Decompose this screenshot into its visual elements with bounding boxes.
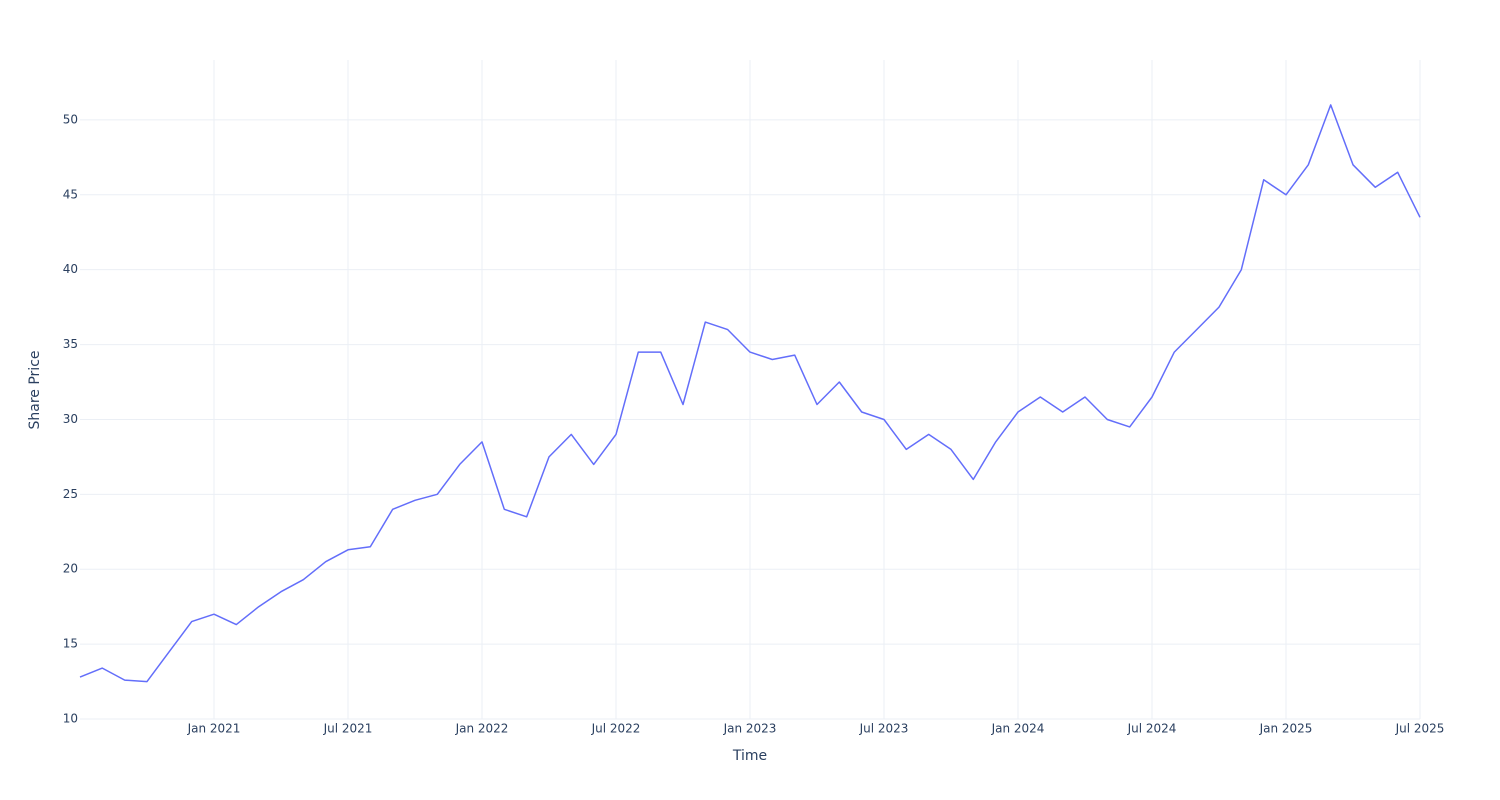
price-line bbox=[79, 104, 1421, 683]
x-tick-label: Jan 2024 bbox=[991, 722, 1045, 736]
y-tick-label: 50 bbox=[63, 112, 78, 126]
x-axis-label: Time bbox=[732, 748, 767, 764]
y-tick-label: 15 bbox=[63, 637, 78, 651]
x-tick-label: Jul 2022 bbox=[591, 722, 641, 736]
x-tick-label: Jan 2021 bbox=[187, 722, 241, 736]
x-tick-label: Jul 2023 bbox=[859, 722, 909, 736]
y-tick-label: 25 bbox=[63, 487, 78, 501]
x-tick-label: Jul 2025 bbox=[1395, 722, 1445, 736]
y-tick-label: 40 bbox=[63, 262, 78, 276]
x-tick-label: Jan 2025 bbox=[1259, 722, 1313, 736]
x-tick-label: Jan 2023 bbox=[723, 722, 777, 736]
x-tick-label: Jul 2024 bbox=[1127, 722, 1177, 736]
y-tick-label: 10 bbox=[63, 712, 78, 726]
y-tick-label: 45 bbox=[63, 187, 78, 201]
x-tick-label: Jul 2021 bbox=[323, 722, 373, 736]
y-axis-label: Share Price bbox=[27, 350, 43, 429]
x-tick-label: Jan 2022 bbox=[455, 722, 509, 736]
y-tick-label: 35 bbox=[63, 337, 78, 351]
y-tick-label: 20 bbox=[63, 562, 78, 576]
y-tick-label: 30 bbox=[63, 412, 78, 426]
